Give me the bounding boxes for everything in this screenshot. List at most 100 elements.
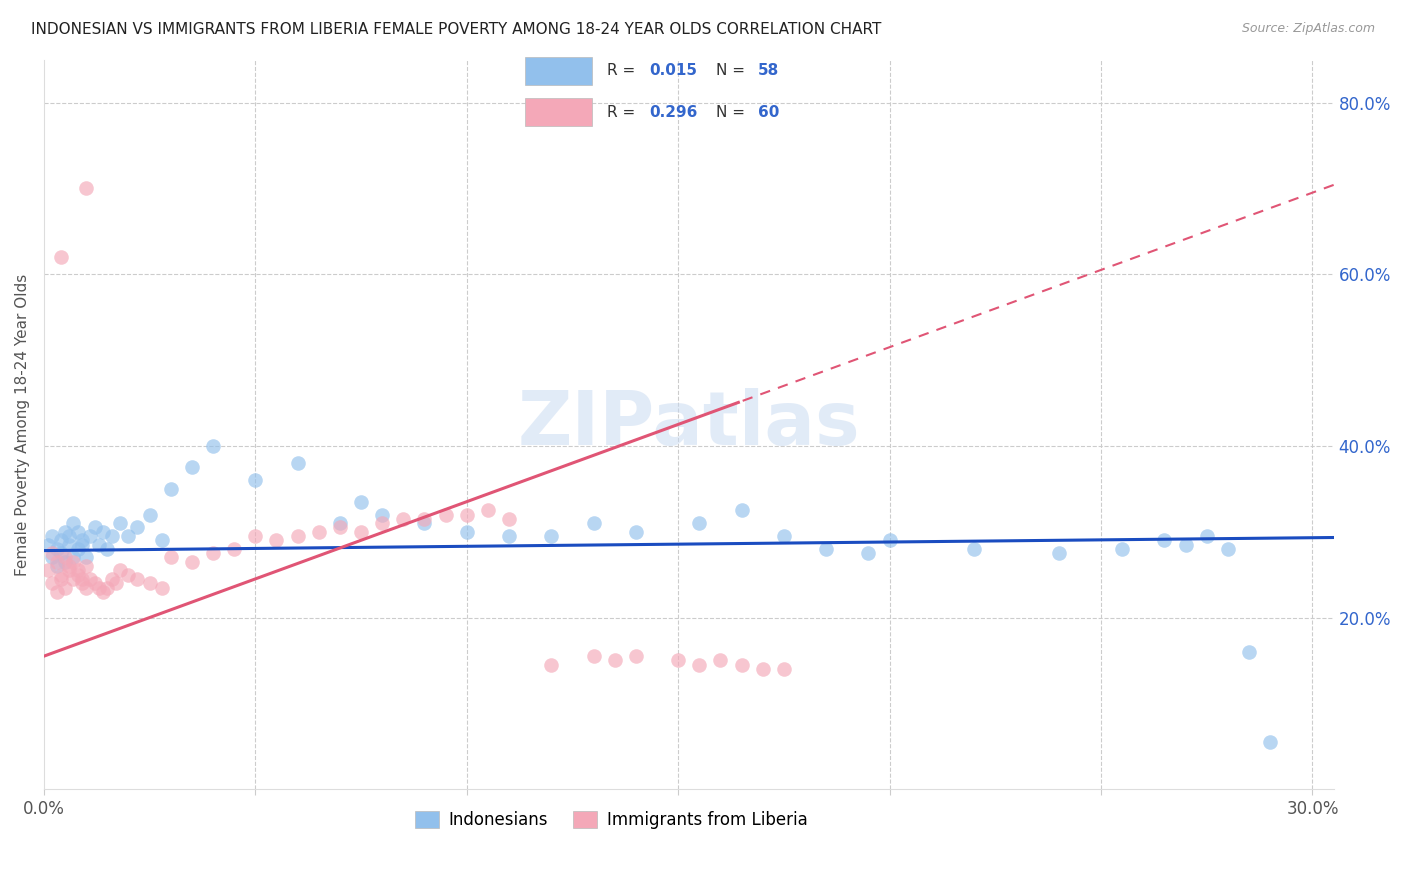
Point (287, 529, 309, 543)
Point (371, 508, 394, 522)
Point (41, 546, 63, 560)
Point (180, 555, 202, 569)
Point (456, 508, 478, 522)
Point (752, 662, 775, 676)
Text: INDONESIAN VS IMMIGRANTS FROM LIBERIA FEMALE POVERTY AMONG 18-24 YEAR OLDS CORRE: INDONESIAN VS IMMIGRANTS FROM LIBERIA FE… (31, 22, 882, 37)
Point (413, 516, 436, 530)
Point (266, 533, 288, 548)
Text: 58: 58 (758, 63, 779, 78)
Point (70, 572, 93, 586)
Point (49, 567, 72, 582)
Point (75, 181, 97, 195)
Point (1047, 546, 1070, 560)
Point (180, 460, 202, 475)
Point (138, 508, 160, 522)
Point (75, 550, 97, 565)
Point (96, 581, 118, 595)
Point (45, 584, 67, 599)
Legend: Indonesians, Immigrants from Liberia: Indonesians, Immigrants from Liberia (409, 804, 814, 836)
Point (79, 529, 101, 543)
Point (1216, 541, 1239, 556)
Point (58, 559, 80, 574)
Point (413, 512, 436, 526)
Point (104, 576, 127, 591)
Point (688, 657, 710, 672)
Point (58, 529, 80, 543)
Point (45, 555, 67, 569)
Point (62, 550, 84, 565)
Point (49, 572, 72, 586)
Text: 60: 60 (758, 104, 779, 120)
Point (62, 555, 84, 569)
Point (70, 538, 93, 552)
Point (815, 541, 838, 556)
Point (66, 541, 89, 556)
Point (1153, 533, 1175, 548)
Text: Source: ZipAtlas.com: Source: ZipAtlas.com (1241, 22, 1375, 36)
Point (117, 567, 139, 582)
Point (624, 649, 647, 664)
Point (392, 512, 415, 526)
Point (41, 550, 63, 565)
Point (773, 529, 796, 543)
Point (202, 546, 225, 560)
Point (37, 563, 59, 577)
Point (1195, 529, 1218, 543)
Point (58, 538, 80, 552)
Text: 0.015: 0.015 (650, 63, 697, 78)
Point (150, 581, 173, 595)
Point (75, 559, 97, 574)
Point (100, 572, 122, 586)
Point (41, 576, 63, 591)
Point (879, 533, 901, 548)
Point (66, 563, 89, 577)
Point (66, 524, 89, 539)
Point (624, 524, 647, 539)
Point (96, 541, 118, 556)
Point (108, 563, 131, 577)
Point (70, 533, 93, 548)
Text: N =: N = (716, 104, 749, 120)
Point (49, 546, 72, 560)
Point (858, 546, 880, 560)
Point (688, 516, 710, 530)
Point (540, 529, 562, 543)
Point (49, 250, 72, 264)
Point (100, 529, 122, 543)
Point (287, 456, 309, 470)
Point (1111, 541, 1133, 556)
Point (87, 538, 110, 552)
Point (456, 524, 478, 539)
Point (45, 559, 67, 574)
Point (582, 516, 605, 530)
Point (434, 508, 457, 522)
Point (1237, 645, 1260, 659)
Point (37, 538, 59, 552)
Point (125, 520, 148, 534)
Point (79, 572, 101, 586)
Point (75, 581, 97, 595)
Point (62, 572, 84, 586)
Point (62, 516, 84, 530)
Point (371, 516, 394, 530)
Point (1174, 538, 1197, 552)
Point (91, 584, 114, 599)
Point (117, 529, 139, 543)
Point (308, 524, 330, 539)
Point (350, 494, 373, 508)
Point (1258, 735, 1281, 749)
Text: N =: N = (716, 63, 749, 78)
Point (125, 572, 148, 586)
Point (202, 439, 225, 453)
Point (83, 520, 105, 534)
Point (41, 529, 63, 543)
Text: 0.296: 0.296 (650, 104, 697, 120)
Point (87, 581, 110, 595)
Point (224, 541, 246, 556)
Point (245, 529, 267, 543)
Point (53, 581, 76, 595)
Point (773, 662, 796, 676)
Point (53, 555, 76, 569)
Point (245, 473, 267, 487)
FancyBboxPatch shape (526, 98, 592, 126)
